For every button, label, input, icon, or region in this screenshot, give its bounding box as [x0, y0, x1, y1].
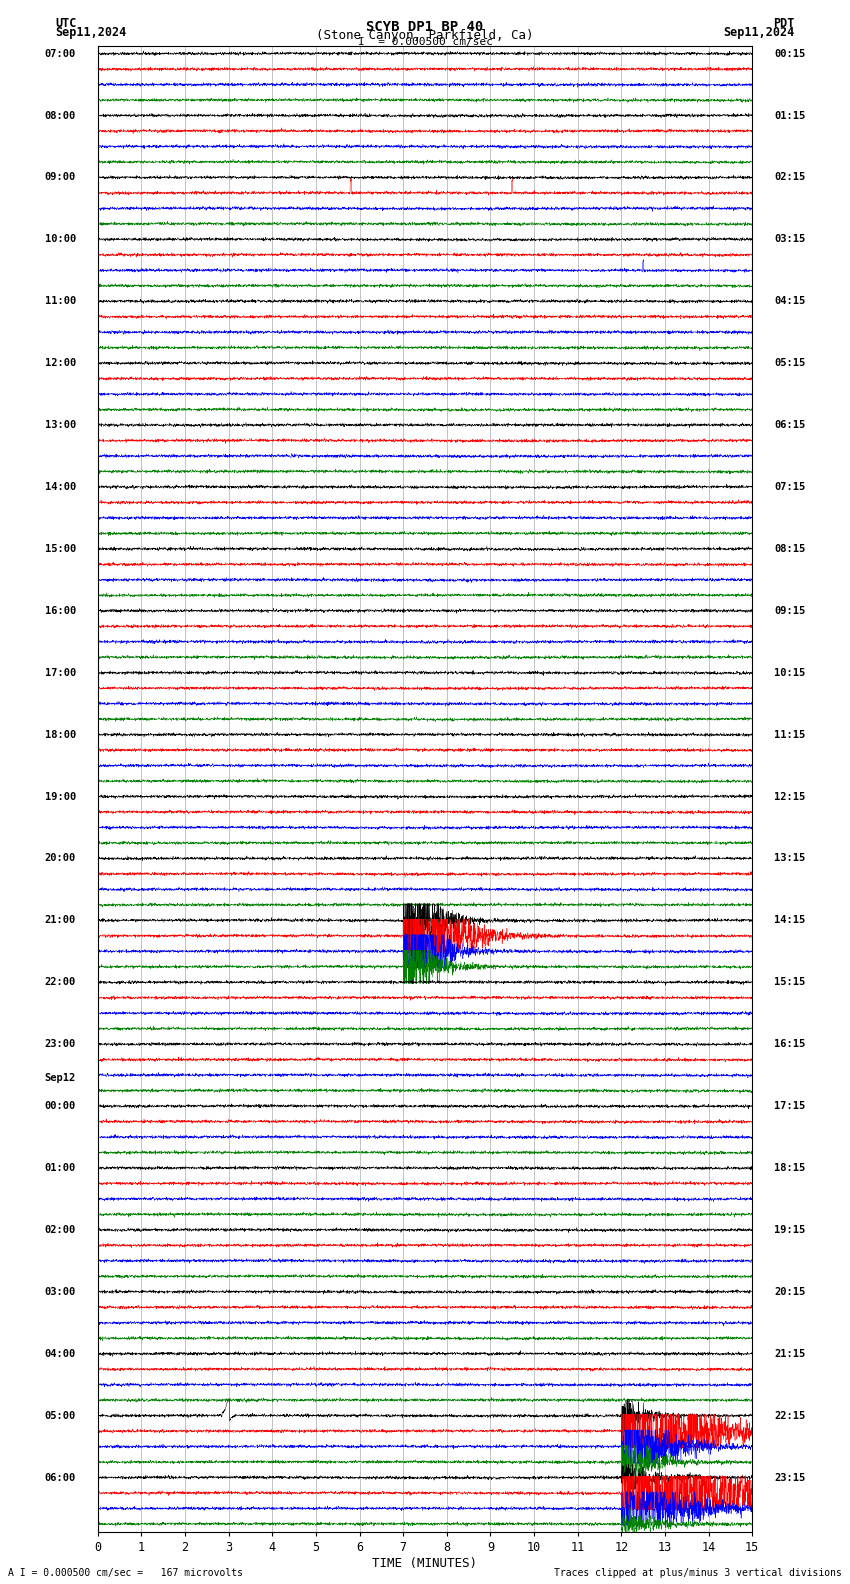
Text: 00:00: 00:00 [45, 1101, 76, 1110]
Text: Sep11,2024: Sep11,2024 [55, 25, 127, 40]
Text: 16:00: 16:00 [45, 605, 76, 616]
Text: 07:15: 07:15 [774, 482, 805, 493]
Text: SCYB DP1 BP 40: SCYB DP1 BP 40 [366, 19, 484, 33]
Text: 19:15: 19:15 [774, 1224, 805, 1236]
Text: 18:15: 18:15 [774, 1163, 805, 1174]
Text: 22:15: 22:15 [774, 1411, 805, 1421]
Text: 04:15: 04:15 [774, 296, 805, 306]
Text: 06:15: 06:15 [774, 420, 805, 431]
Text: 10:00: 10:00 [45, 234, 76, 244]
Text: 17:00: 17:00 [45, 668, 76, 678]
Text: 13:00: 13:00 [45, 420, 76, 431]
Text: 12:00: 12:00 [45, 358, 76, 367]
Text: 22:00: 22:00 [45, 977, 76, 987]
Text: 08:15: 08:15 [774, 543, 805, 554]
Text: 03:15: 03:15 [774, 234, 805, 244]
Text: Sep11,2024: Sep11,2024 [723, 25, 795, 40]
Text: 10:15: 10:15 [774, 668, 805, 678]
Text: 06:00: 06:00 [45, 1473, 76, 1483]
Text: 15:00: 15:00 [45, 543, 76, 554]
Text: 21:00: 21:00 [45, 916, 76, 925]
Text: 09:15: 09:15 [774, 605, 805, 616]
Text: 05:15: 05:15 [774, 358, 805, 367]
Text: 11:00: 11:00 [45, 296, 76, 306]
Text: A I = 0.000500 cm/sec =   167 microvolts: A I = 0.000500 cm/sec = 167 microvolts [8, 1568, 243, 1578]
Text: 01:15: 01:15 [774, 111, 805, 120]
Text: 14:00: 14:00 [45, 482, 76, 493]
Text: 23:15: 23:15 [774, 1473, 805, 1483]
Text: 02:00: 02:00 [45, 1224, 76, 1236]
Text: 00:15: 00:15 [774, 49, 805, 59]
Text: 18:00: 18:00 [45, 730, 76, 740]
Text: 15:15: 15:15 [774, 977, 805, 987]
Text: 14:15: 14:15 [774, 916, 805, 925]
Text: 13:15: 13:15 [774, 854, 805, 863]
Text: Traces clipped at plus/minus 3 vertical divisions: Traces clipped at plus/minus 3 vertical … [553, 1568, 842, 1578]
X-axis label: TIME (MINUTES): TIME (MINUTES) [372, 1557, 478, 1570]
Text: Sep12: Sep12 [45, 1074, 76, 1083]
Text: 04:00: 04:00 [45, 1348, 76, 1359]
Text: 16:15: 16:15 [774, 1039, 805, 1049]
Text: 03:00: 03:00 [45, 1286, 76, 1297]
Text: 07:00: 07:00 [45, 49, 76, 59]
Text: 11:15: 11:15 [774, 730, 805, 740]
Text: 08:00: 08:00 [45, 111, 76, 120]
Text: (Stone Canyon, Parkfield, Ca): (Stone Canyon, Parkfield, Ca) [316, 29, 534, 41]
Text: 17:15: 17:15 [774, 1101, 805, 1110]
Text: UTC: UTC [55, 16, 76, 30]
Text: 21:15: 21:15 [774, 1348, 805, 1359]
Text: 20:00: 20:00 [45, 854, 76, 863]
Text: PDT: PDT [774, 16, 795, 30]
Text: 23:00: 23:00 [45, 1039, 76, 1049]
Text: 05:00: 05:00 [45, 1411, 76, 1421]
Text: 20:15: 20:15 [774, 1286, 805, 1297]
Text: 12:15: 12:15 [774, 792, 805, 802]
Text: 01:00: 01:00 [45, 1163, 76, 1174]
Text: I  = 0.000500 cm/sec: I = 0.000500 cm/sec [358, 36, 492, 48]
Text: 02:15: 02:15 [774, 173, 805, 182]
Text: 09:00: 09:00 [45, 173, 76, 182]
Text: 19:00: 19:00 [45, 792, 76, 802]
